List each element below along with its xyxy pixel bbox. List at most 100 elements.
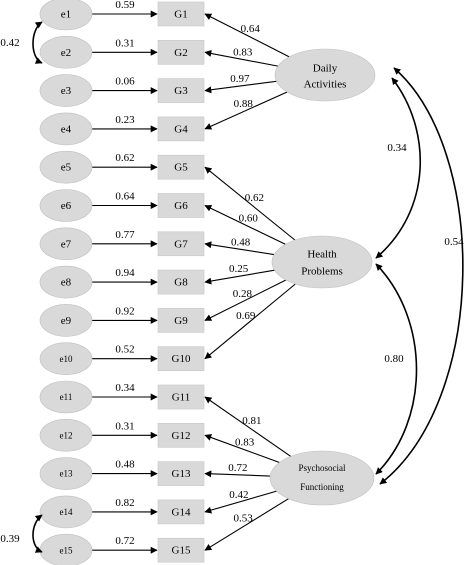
item-label-g3: G3 xyxy=(174,85,188,97)
error-path-value-e6: 0.64 xyxy=(115,191,135,203)
error-node-e2: e2 xyxy=(39,35,93,69)
item-label-g5: G5 xyxy=(174,162,188,174)
corr-health-psycho-label: 0.80 xyxy=(384,353,404,365)
loading-path-g12 xyxy=(204,434,280,463)
item-label-g4: G4 xyxy=(174,123,188,135)
error-node-e7: e7 xyxy=(39,227,93,261)
error-cov-e14-e15-label: 0.39 xyxy=(0,533,20,545)
factor-psycho-line2: Functioning xyxy=(300,482,344,492)
error-path-value-e2: 0.31 xyxy=(115,37,134,49)
factor-daily-line2: Activities xyxy=(304,79,347,91)
loading-value-g1: 0.64 xyxy=(241,23,261,35)
loading-value-g10: 0.69 xyxy=(236,310,256,322)
item-label-g7: G7 xyxy=(174,238,188,250)
error-label-e13: e13 xyxy=(60,469,73,479)
factor-psycho-line1: Psychosocial xyxy=(299,463,346,473)
error-cov-e1-e2-label: 0.42 xyxy=(0,37,19,49)
loading-value-g4: 0.88 xyxy=(234,98,254,110)
error-node-e5: e5 xyxy=(39,150,93,184)
error-path-value-e12: 0.31 xyxy=(115,420,134,432)
error-label-e12: e12 xyxy=(60,430,73,440)
loading-path-g3 xyxy=(204,80,277,94)
loading-path-g1 xyxy=(204,13,290,58)
loading-value-g2: 0.83 xyxy=(233,46,253,58)
loading-value-g3: 0.97 xyxy=(230,73,250,85)
error-path-value-e13: 0.48 xyxy=(115,459,135,471)
loading-value-g8: 0.25 xyxy=(229,263,249,275)
error-label-e2: e2 xyxy=(61,47,71,59)
loading-path-g5 xyxy=(204,166,296,241)
item-label-g13: G13 xyxy=(172,468,191,480)
item-label-g12: G12 xyxy=(172,430,191,442)
error-node-e3: e3 xyxy=(39,74,93,107)
loading-path-g11 xyxy=(204,396,292,457)
item-node-g4: G4 xyxy=(157,116,205,142)
item-node-g5: G5 xyxy=(157,154,205,180)
corr-health-psycho-curve xyxy=(375,263,418,475)
item-label-g6: G6 xyxy=(174,200,188,212)
error-label-e6: e6 xyxy=(61,200,72,212)
loading-path-g2 xyxy=(204,50,279,67)
item-label-g10: G10 xyxy=(172,353,191,365)
factor-health-line2: Problems xyxy=(301,266,343,278)
error-label-e8: e8 xyxy=(61,277,72,289)
error-node-e15: e15 xyxy=(39,533,93,565)
loading-value-g15: 0.53 xyxy=(233,512,253,524)
corr-daily-health-label: 0.34 xyxy=(387,142,407,154)
error-label-e3: e3 xyxy=(61,85,72,97)
error-path-value-e4: 0.23 xyxy=(115,114,135,126)
error-node-e1: e1 xyxy=(39,0,93,31)
loading-path-g9 xyxy=(204,279,287,321)
item-node-g14: G14 xyxy=(157,499,205,525)
loading-path-g14 xyxy=(204,490,277,514)
loading-value-g7: 0.48 xyxy=(231,236,251,248)
item-label-g11: G11 xyxy=(172,392,191,404)
item-label-g2: G2 xyxy=(174,47,187,59)
item-node-g1: G1 xyxy=(157,1,205,27)
item-label-g1: G1 xyxy=(174,9,187,21)
loading-path-g15 xyxy=(204,498,289,551)
item-node-g3: G3 xyxy=(157,78,205,103)
item-node-g13: G13 xyxy=(157,461,205,486)
corr-daily-health-curve xyxy=(375,77,422,259)
item-label-g8: G8 xyxy=(174,277,188,289)
error-path-value-e3: 0.06 xyxy=(115,76,135,88)
item-node-g9: G9 xyxy=(157,308,205,333)
item-label-g15: G15 xyxy=(172,545,191,557)
error-label-e10: e10 xyxy=(60,354,73,364)
error-node-e14: e14 xyxy=(39,495,93,529)
loading-value-g5: 0.62 xyxy=(245,192,264,204)
error-path-value-e11: 0.34 xyxy=(115,382,135,394)
loading-value-g9: 0.28 xyxy=(233,288,253,300)
error-label-e14: e14 xyxy=(60,507,73,517)
error-path-value-e15: 0.72 xyxy=(115,535,134,547)
error-node-e13: e13 xyxy=(39,457,93,490)
error-label-e1: e1 xyxy=(61,9,71,21)
error-path-value-e7: 0.77 xyxy=(115,229,135,241)
corr-daily-psycho-curve xyxy=(379,67,464,485)
loading-value-g13: 0.72 xyxy=(228,462,247,474)
loading-path-g13 xyxy=(204,470,271,478)
item-node-g8: G8 xyxy=(157,269,205,295)
error-node-e6: e6 xyxy=(39,189,93,222)
error-path-value-e8: 0.94 xyxy=(115,267,135,279)
loading-value-g14: 0.42 xyxy=(229,489,248,501)
item-node-g7: G7 xyxy=(157,231,205,257)
error-label-e11: e11 xyxy=(60,392,73,402)
item-label-g9: G9 xyxy=(174,315,188,327)
loading-path-g4 xyxy=(204,91,288,130)
item-node-g6: G6 xyxy=(157,193,205,218)
factor-health-problems: Health Problems xyxy=(271,235,373,289)
loading-path-g10 xyxy=(204,283,296,360)
loading-path-g6 xyxy=(204,205,286,245)
factor-health-line1: Health xyxy=(307,249,337,261)
item-node-g15: G15 xyxy=(157,537,205,563)
error-node-e9: e9 xyxy=(39,304,93,337)
item-label-g14: G14 xyxy=(172,506,191,518)
loading-path-g7 xyxy=(204,241,275,256)
error-label-e15: e15 xyxy=(60,545,73,555)
error-path-value-e10: 0.52 xyxy=(115,344,134,356)
error-path-value-e1: 0.59 xyxy=(115,0,135,11)
item-node-g2: G2 xyxy=(157,39,205,65)
loading-path-g8 xyxy=(204,269,275,285)
